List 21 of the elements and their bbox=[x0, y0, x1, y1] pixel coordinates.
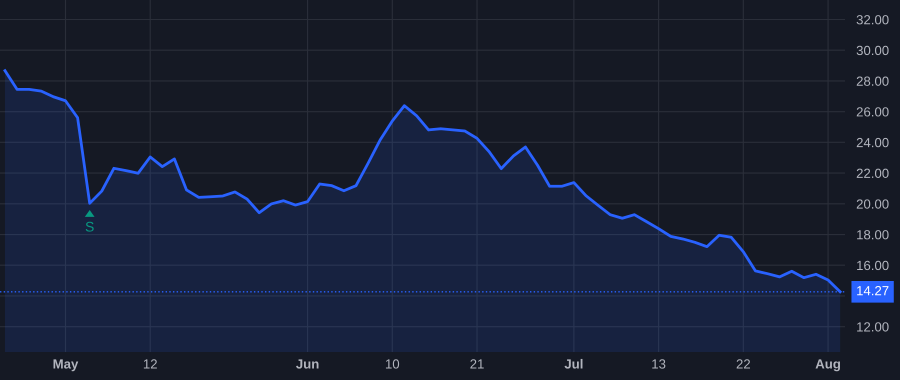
y-tick-label: 24.00 bbox=[856, 138, 889, 148]
y-tick-label: 12.00 bbox=[857, 322, 889, 332]
annotation: S bbox=[86, 222, 94, 232]
y-tick-label: 32.00 bbox=[856, 15, 889, 24]
y-tick-label: 30.00 bbox=[856, 46, 889, 56]
x-tick-label: Jul bbox=[564, 358, 582, 369]
y-tick-label: 20.00 bbox=[856, 199, 889, 209]
x-tick-label: 12 bbox=[144, 359, 157, 369]
y-tick-label: 22.00 bbox=[856, 168, 889, 178]
y-tick-label: 18.00 bbox=[857, 230, 889, 240]
x-tick-label: May bbox=[54, 359, 78, 372]
y-tick-label: 28.00 bbox=[856, 76, 889, 86]
x-tick-label: 10 bbox=[386, 359, 400, 369]
y-tick-label: 16.00 bbox=[857, 260, 889, 270]
x-tick-label: Jun bbox=[296, 359, 318, 369]
x-tick-label: 21 bbox=[470, 359, 484, 369]
ref-line-label: 14.27 bbox=[857, 286, 888, 296]
y-tick-label: 26.00 bbox=[856, 107, 889, 117]
x-tick-label: 22 bbox=[736, 359, 750, 369]
x-tick-label: 13 bbox=[652, 359, 666, 369]
x-tick-label: Aug bbox=[816, 359, 840, 372]
